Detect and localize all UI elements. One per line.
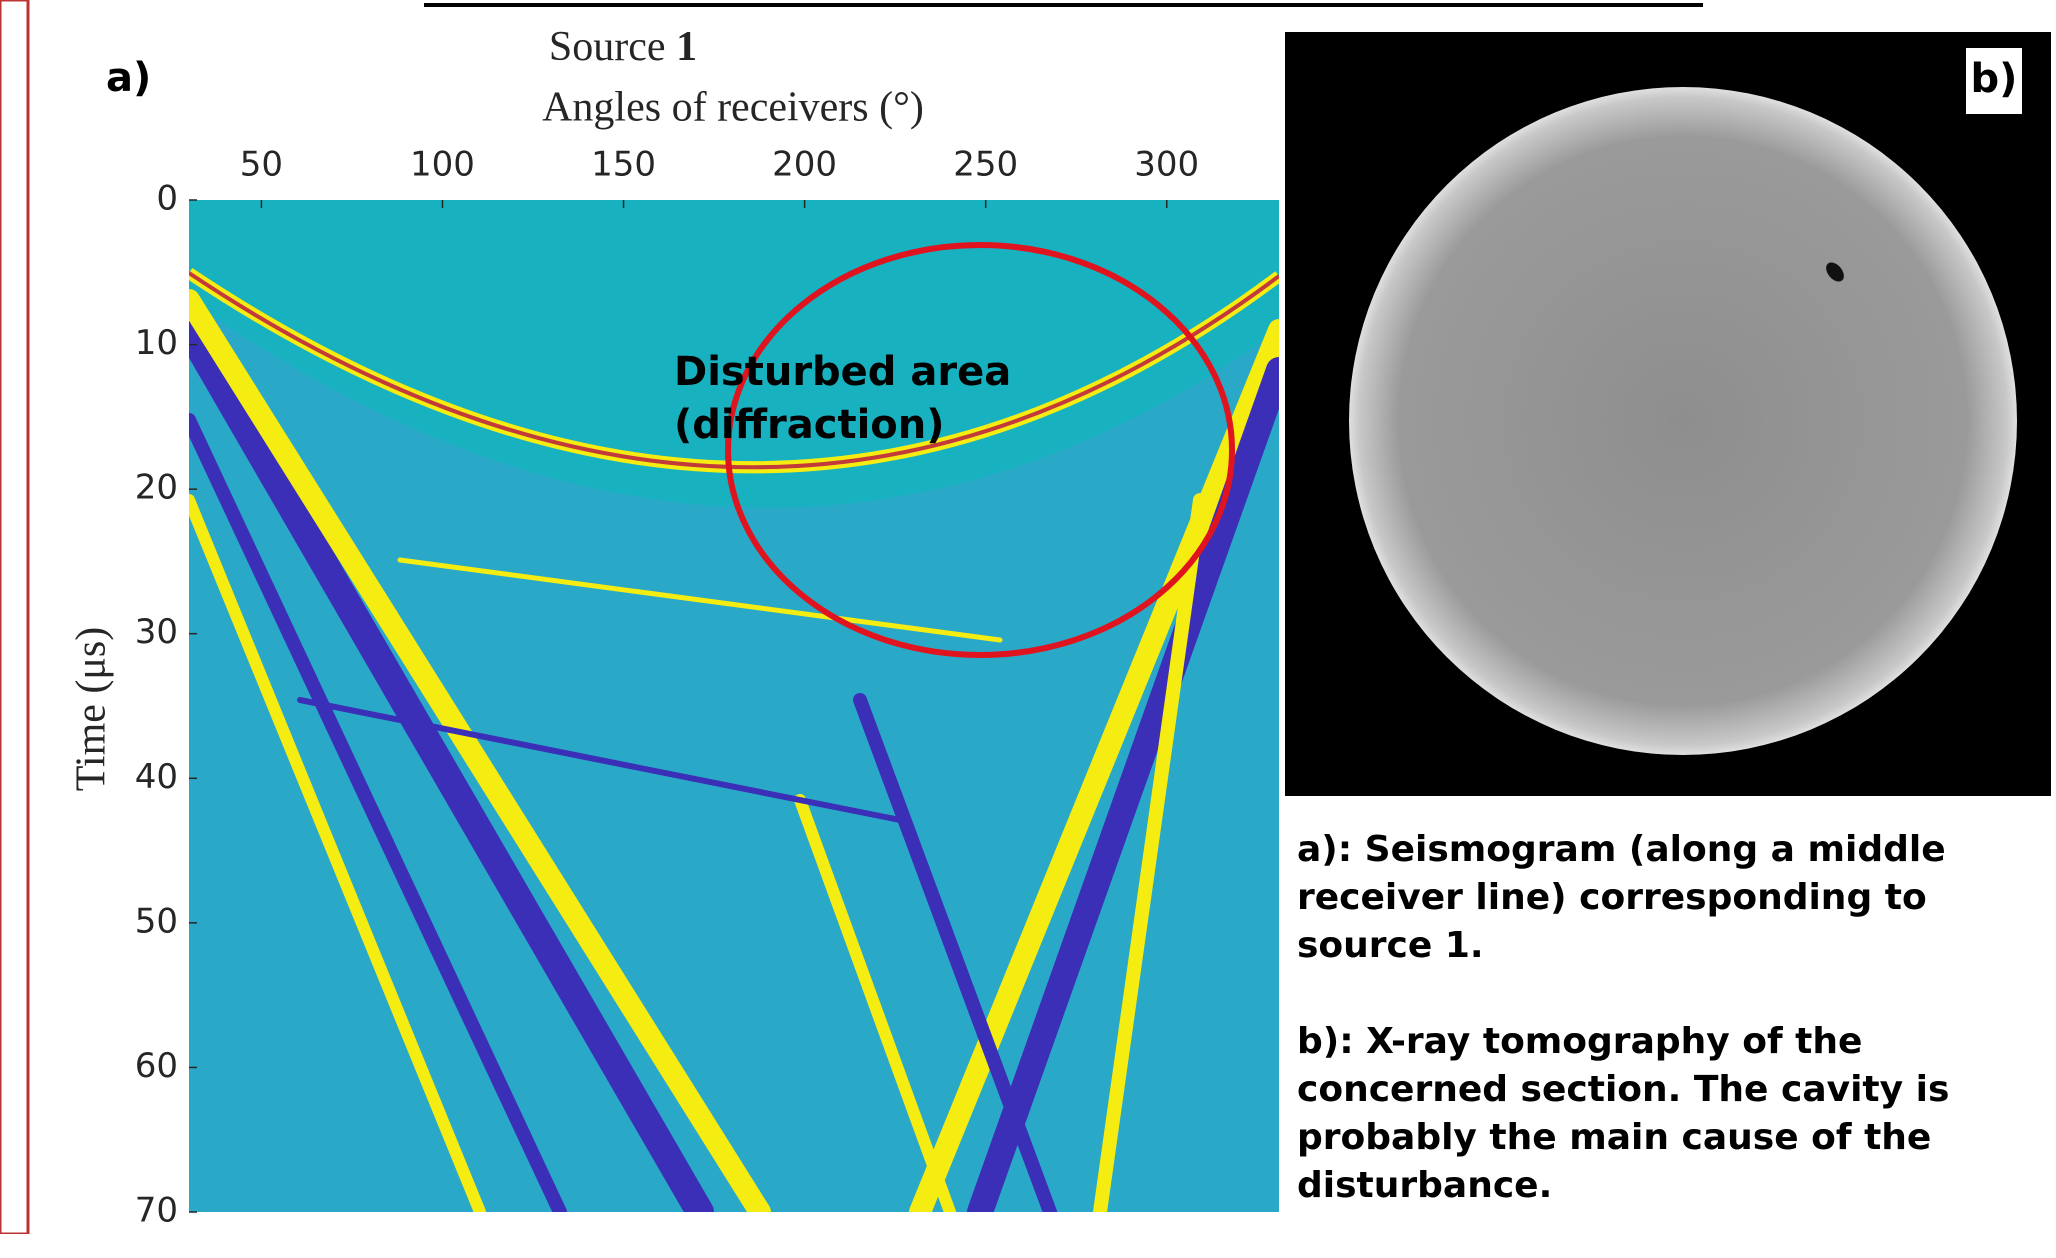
- annotation: Disturbed area: [674, 349, 1011, 395]
- x-axis-label: Angles of receivers (°): [542, 85, 924, 131]
- y-tick-label: 20: [135, 468, 178, 508]
- y-tick-label: 0: [156, 179, 178, 219]
- label-box: [1966, 48, 2022, 114]
- plot-title: Source 1: [549, 24, 697, 70]
- title-text: Source: [549, 24, 666, 70]
- x-tick-label: 150: [591, 145, 656, 185]
- y-tick-label: 50: [135, 901, 178, 941]
- y-tick-label: 30: [135, 612, 178, 652]
- y-tick-label: 40: [135, 757, 178, 797]
- captions: a): Seismogram (along a middle receiver …: [1297, 826, 2052, 1258]
- y-tick-label: 60: [135, 1046, 178, 1086]
- axes: 50 100 150 200 250 300 0 10 20 30 40 50 60 70: [135, 145, 1199, 1231]
- panel-label: b): [1971, 56, 2018, 102]
- panel-label: a): [106, 55, 151, 101]
- x-tick-label: 100: [410, 145, 475, 185]
- highlight-ellipse: [725, 242, 1235, 658]
- x-tick-label: 50: [240, 145, 283, 185]
- x-tick-label: 250: [953, 145, 1018, 185]
- frame: [0, 0, 30, 1234]
- x-tick-label: 200: [772, 145, 837, 185]
- sample-section: [1349, 87, 2017, 755]
- y-tick-label: 70: [135, 1191, 178, 1231]
- title-bold: 1: [676, 24, 697, 70]
- caption: b): X-ray tomography of the concerned se…: [1297, 1021, 1950, 1206]
- y-axis-label: Time (μs): [69, 627, 115, 792]
- seismogram: [189, 200, 1279, 1212]
- cavity: [1826, 262, 1844, 282]
- annotation: (diffraction): [674, 402, 945, 448]
- y-tick-label: 10: [135, 323, 178, 363]
- caption: a): Seismogram (along a middle receiver …: [1297, 829, 1946, 966]
- x-tick-label: 300: [1134, 145, 1199, 185]
